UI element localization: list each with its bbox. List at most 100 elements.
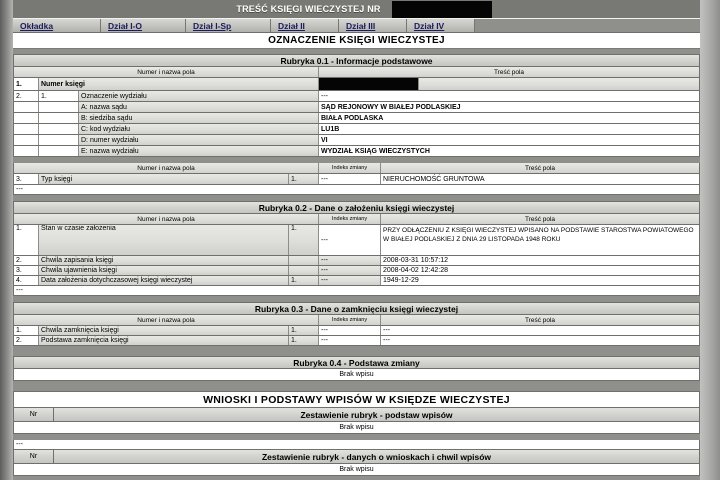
row-value: WYDZIAŁ KSIĄG WIECZYSTYCH bbox=[319, 146, 699, 156]
row-value bbox=[419, 78, 699, 90]
row-label: E: nazwa wydziału bbox=[79, 146, 319, 156]
table-row: 1. Stan w czasie założenia 1. --- PRZY O… bbox=[13, 225, 700, 256]
row-number: 4. bbox=[14, 276, 39, 285]
section-title-rubryka-04: Rubryka 0.4 - Podstawa zmiany bbox=[13, 356, 700, 369]
row-value: 1949-12-29 bbox=[381, 276, 699, 285]
column-header-index: Indeks zmiany bbox=[319, 214, 381, 224]
table-row: 4. Data założenia dotychczasowej księgi … bbox=[13, 276, 700, 286]
column-header-content: Treść pola bbox=[381, 163, 699, 173]
row-index-number: 1. bbox=[289, 225, 319, 255]
row-value: 2008-03-31 10:57:12 bbox=[381, 256, 699, 265]
band-label: Zestawienie rubryk - podstaw wpisów bbox=[54, 408, 699, 421]
divider bbox=[13, 49, 700, 54]
row-label: Chwila zapisania księgi bbox=[39, 256, 289, 265]
divider bbox=[13, 434, 700, 440]
row-label: Podstawa zamknięcia księgi bbox=[39, 336, 289, 345]
row-value: BIAŁA PODLASKA bbox=[319, 113, 699, 123]
tab-label: Dział I-O bbox=[108, 20, 143, 31]
row-label: Data założenia dotychczasowej księgi wie… bbox=[39, 276, 289, 285]
row-label: D: numer wydziału bbox=[79, 135, 319, 145]
column-header-index: Indeks zmiany bbox=[319, 163, 381, 173]
redacted-book-number bbox=[392, 1, 492, 18]
page-title: OZNACZENIE KSIĘGI WIECZYSTEJ bbox=[13, 33, 700, 49]
empty-dots-row: --- bbox=[13, 440, 700, 450]
row-label: A: nazwa sądu bbox=[79, 102, 319, 112]
row-number: 3. bbox=[14, 266, 39, 275]
table-row: 1. Numer księgi bbox=[13, 78, 700, 91]
table-row: A: nazwa sądu SĄD REJONOWY W BIAŁEJ PODL… bbox=[13, 102, 700, 113]
row-number: 2. bbox=[14, 91, 39, 101]
row-value: VI bbox=[319, 135, 699, 145]
row-subnumber bbox=[39, 135, 79, 145]
tab-label: Dział III bbox=[346, 20, 376, 31]
tab-okladka[interactable]: Okładka bbox=[13, 19, 101, 32]
row-index-number bbox=[289, 266, 319, 275]
row-value: SĄD REJONOWY W BIAŁEJ PODLASKIEJ bbox=[319, 102, 699, 112]
column-header-field: Numer i nazwa pola bbox=[14, 214, 319, 224]
row-number: 1. bbox=[14, 78, 39, 90]
section-title-rubryka-01: Rubryka 0.1 - Informacje podstawowe bbox=[13, 54, 700, 67]
row-number bbox=[14, 146, 39, 156]
redacted-value bbox=[319, 78, 419, 90]
table-row: 1. Chwila zamknięcia księgi 1. --- --- bbox=[13, 326, 700, 336]
row-number bbox=[14, 135, 39, 145]
tab-label: Dział II bbox=[278, 20, 305, 31]
page-left-edge bbox=[0, 0, 13, 480]
row-index-number: 1. bbox=[289, 276, 319, 285]
table-header-row: Numer i nazwa pola Indeks zmiany Treść p… bbox=[13, 315, 700, 326]
table-row: E: nazwa wydziału WYDZIAŁ KSIĄG WIECZYST… bbox=[13, 146, 700, 157]
row-index-number: 1. bbox=[289, 326, 319, 335]
document-body: TREŚĆ KSIĘGI WIECZYSTEJ NR Okładka Dział… bbox=[13, 0, 700, 480]
column-header-content: Treść pola bbox=[381, 214, 699, 224]
row-value: --- bbox=[381, 336, 699, 345]
row-number bbox=[14, 124, 39, 134]
table-header-row: Numer i nazwa pola Treść pola bbox=[13, 67, 700, 78]
tab-bar-filler bbox=[475, 19, 700, 32]
divider bbox=[13, 346, 700, 356]
table-row: 3. Chwila ujawnienia księgi --- 2008-04-… bbox=[13, 266, 700, 276]
section-title-rubryka-03: Rubryka 0.3 - Dane o zamknięciu księgi w… bbox=[13, 302, 700, 315]
row-label: Stan w czasie założenia bbox=[39, 225, 289, 255]
row-number: 1. bbox=[14, 326, 39, 335]
divider bbox=[13, 195, 700, 201]
row-label: B: siedziba sądu bbox=[79, 113, 319, 123]
band-label: Zestawienie rubryk - danych o wnioskach … bbox=[54, 450, 699, 463]
table-row: 3. Typ księgi 1. --- NIERUCHOMOŚĆ GRUNTO… bbox=[13, 174, 700, 185]
tab-label: Okładka bbox=[20, 20, 54, 31]
empty-dots-row: --- bbox=[13, 286, 700, 296]
tab-dzial-1-o[interactable]: Dział I-O bbox=[101, 19, 186, 32]
row-number: 3. bbox=[14, 174, 39, 184]
row-label: Oznaczenie wydziału bbox=[79, 91, 319, 101]
tab-bar[interactable]: Okładka Dział I-O Dział I-Sp Dział II Dz… bbox=[13, 18, 700, 33]
row-index: --- bbox=[319, 336, 381, 345]
tab-label: Dział IV bbox=[414, 20, 445, 31]
tab-dzial-1-sp[interactable]: Dział I-Sp bbox=[186, 19, 271, 32]
row-label: Numer księgi bbox=[39, 78, 319, 90]
column-header-content: Treść pola bbox=[319, 67, 699, 77]
band-row-podstaw-wpisow: Nr Zestawienie rubryk - podstaw wpisów bbox=[13, 408, 700, 422]
tab-dzial-2[interactable]: Dział II bbox=[271, 19, 339, 32]
row-number: 2. bbox=[14, 336, 39, 345]
page-right-edge bbox=[700, 0, 720, 480]
window-title: TREŚĆ KSIĘGI WIECZYSTEJ NR bbox=[236, 4, 381, 14]
row-label: Typ księgi bbox=[39, 174, 289, 184]
row-label: Chwila ujawnienia księgi bbox=[39, 266, 289, 275]
section-title-wnioski: WNIOSKI I PODSTAWY WPISÓW W KSIĘDZE WIEC… bbox=[13, 391, 700, 408]
divider bbox=[13, 296, 700, 302]
section-title-rubryka-02: Rubryka 0.2 - Dane o założeniu księgi wi… bbox=[13, 201, 700, 214]
empty-entry-label: Brak wpisu bbox=[13, 464, 700, 476]
row-number bbox=[14, 113, 39, 123]
row-number bbox=[14, 102, 39, 112]
table-row: 2. Chwila zapisania księgi --- 2008-03-3… bbox=[13, 256, 700, 266]
row-subnumber bbox=[39, 102, 79, 112]
tab-dzial-3[interactable]: Dział III bbox=[339, 19, 407, 32]
divider bbox=[13, 157, 700, 163]
band-row-danych-o-wnioskach: Nr Zestawienie rubryk - danych o wnioska… bbox=[13, 450, 700, 464]
tab-label: Dział I-Sp bbox=[193, 20, 232, 31]
row-index: --- bbox=[319, 174, 381, 184]
table-header-row: Numer i nazwa pola Indeks zmiany Treść p… bbox=[13, 163, 700, 174]
tab-dzial-4[interactable]: Dział IV bbox=[407, 19, 475, 32]
row-index-number: 1. bbox=[289, 174, 319, 184]
divider bbox=[13, 381, 700, 391]
